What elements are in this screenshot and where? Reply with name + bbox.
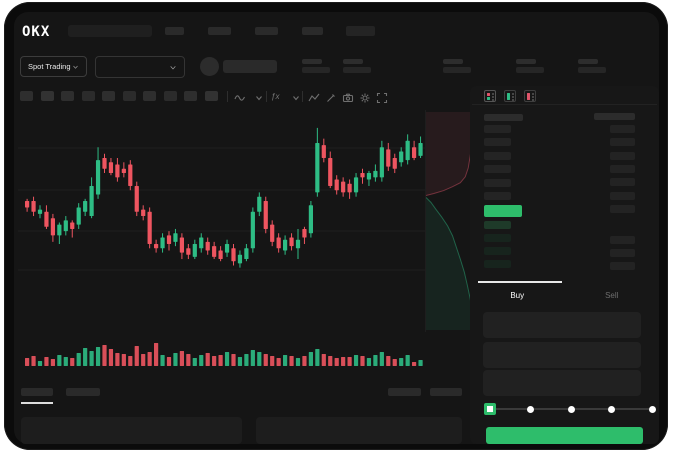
divider bbox=[472, 104, 657, 105]
book-bids-icon[interactable] bbox=[504, 90, 516, 102]
ticker-stat bbox=[302, 59, 330, 73]
bottom-action-placeholder[interactable] bbox=[388, 388, 421, 396]
depth-chart bbox=[425, 112, 481, 331]
pair-selector[interactable] bbox=[95, 56, 185, 78]
timeframe-chip[interactable] bbox=[184, 91, 197, 101]
fx-icon[interactable]: ƒx bbox=[271, 92, 280, 101]
search-input[interactable] bbox=[68, 25, 152, 37]
nav-item[interactable] bbox=[165, 27, 184, 35]
depth-panel bbox=[425, 110, 481, 332]
nav-item[interactable] bbox=[302, 27, 323, 35]
slider-stop[interactable] bbox=[648, 405, 656, 413]
bottom-action-placeholder[interactable] bbox=[430, 388, 462, 396]
amount-slider[interactable] bbox=[484, 400, 659, 418]
timeframe-chip[interactable] bbox=[20, 91, 33, 101]
timeframe-chip[interactable] bbox=[143, 91, 156, 101]
total-field[interactable] bbox=[483, 370, 641, 396]
pair-title-placeholder bbox=[223, 60, 277, 73]
candlestick-chart[interactable] bbox=[18, 112, 426, 334]
chevron-down-icon bbox=[170, 65, 176, 70]
nav-item[interactable] bbox=[208, 27, 231, 35]
nav-item[interactable] bbox=[255, 27, 278, 35]
ticker-stat bbox=[578, 59, 606, 73]
gear-icon[interactable] bbox=[359, 91, 371, 103]
slider-handle[interactable] bbox=[484, 403, 496, 415]
ticker-stat bbox=[443, 59, 471, 73]
active-tab-indicator bbox=[478, 281, 562, 283]
bottom-tab-orders[interactable] bbox=[21, 388, 53, 396]
amount-field[interactable] bbox=[483, 342, 641, 368]
zigzag-icon[interactable] bbox=[308, 91, 320, 103]
timeframe-chip[interactable] bbox=[163, 91, 177, 101]
bottom-active-tab-indicator bbox=[21, 402, 53, 404]
volume-chart bbox=[25, 343, 423, 366]
timeframe-chip[interactable] bbox=[81, 91, 95, 101]
buy-submit-button[interactable] bbox=[486, 427, 643, 444]
timeframe-chip[interactable] bbox=[204, 91, 218, 101]
last-price-bar[interactable] bbox=[484, 205, 522, 217]
bottom-panel-right bbox=[256, 417, 462, 444]
timeframe-chip-row bbox=[20, 91, 220, 101]
fullscreen-icon[interactable] bbox=[376, 91, 388, 104]
tab-buy[interactable]: Buy bbox=[510, 290, 525, 300]
trade-tabs: Buy Sell bbox=[470, 283, 659, 307]
book-price-header bbox=[484, 114, 523, 121]
timeframe-chip[interactable] bbox=[122, 91, 136, 101]
ticker-stat bbox=[343, 59, 371, 73]
book-combined-icon[interactable] bbox=[484, 90, 496, 102]
okx-logo: OKX bbox=[22, 24, 51, 40]
chevron-down-icon[interactable] bbox=[253, 91, 265, 103]
timeframe-chip[interactable] bbox=[102, 91, 115, 101]
slider-stop[interactable] bbox=[608, 405, 615, 413]
book-asks-icon[interactable] bbox=[524, 90, 536, 102]
tab-sell[interactable]: Sell bbox=[605, 290, 619, 300]
timeframe-chip[interactable] bbox=[40, 91, 54, 101]
book-amount-header bbox=[594, 113, 635, 120]
market-type-label: Spot Trading bbox=[28, 62, 71, 71]
price-field[interactable] bbox=[483, 312, 641, 338]
chevron-down-icon bbox=[73, 65, 78, 69]
market-type-selector[interactable]: Spot Trading bbox=[20, 56, 87, 77]
wave-icon[interactable] bbox=[234, 91, 246, 103]
slider-stop[interactable] bbox=[527, 405, 534, 413]
device-frame: OKX Spot Trading bbox=[4, 2, 668, 450]
bottom-panel-left bbox=[21, 417, 242, 444]
nav-item[interactable] bbox=[346, 26, 375, 36]
bottom-tab-history[interactable] bbox=[66, 388, 100, 396]
coin-avatar bbox=[200, 57, 219, 76]
camera-icon[interactable] bbox=[342, 91, 354, 103]
chevron-down-icon[interactable] bbox=[290, 91, 302, 103]
timeframe-chip[interactable] bbox=[61, 91, 74, 101]
slider-stop[interactable] bbox=[567, 405, 575, 413]
pencil-icon[interactable] bbox=[325, 91, 337, 103]
ticker-stat bbox=[516, 59, 544, 73]
